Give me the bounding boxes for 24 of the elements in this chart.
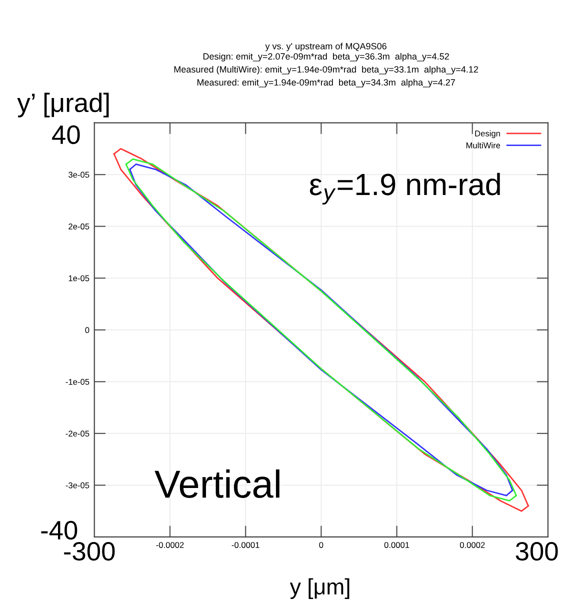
text: 40	[52, 125, 80, 144]
annotation: Vertical	[154, 469, 280, 498]
y-tick-label: 3e-05	[68, 172, 90, 178]
x-tick-label: -0.0002	[156, 542, 184, 548]
x-tick-label: 0.0001	[384, 542, 410, 548]
legend-label: MultiWire	[466, 142, 500, 148]
y-tick-label: -1e-05	[66, 378, 90, 385]
x-tick-label: -0.0001	[232, 542, 260, 548]
text: -300	[64, 542, 115, 561]
y-tick-label: -2e-05	[66, 430, 90, 437]
annotation: ε$_{y}$=1.9 nm-rad	[310, 172, 500, 205]
y-axis-title: y’ [μrad]	[17, 92, 109, 118]
x-axis-title: y [μm]	[290, 578, 350, 599]
y-tick-label: 0	[85, 327, 90, 333]
text: 300	[516, 542, 558, 561]
y-tick-label: -3e-05	[66, 482, 90, 488]
chart-title: y vs. y' upstream of MQA9S06	[265, 42, 386, 52]
y-tick-label: 1e-05	[68, 275, 90, 282]
legend-label: Design	[475, 130, 500, 138]
x-tick-label: 0.0002	[460, 542, 485, 548]
chart-subtitle: Design: emit_y=2.07e-09m*rad beta_y=36.3m alpha_y=4.52 Measured (MultiWire): emit_y=1.94e-09m*rad beta_y=33.1m alpha_y=4.12 Measured: emit_y=1.94e-09m*rad beta_y=34.3m alpha_y=4.27	[174, 52, 478, 88]
text: -40	[41, 520, 78, 540]
y-tick-label: 2e-05	[68, 224, 90, 230]
x-tick-label: 0	[319, 542, 324, 548]
